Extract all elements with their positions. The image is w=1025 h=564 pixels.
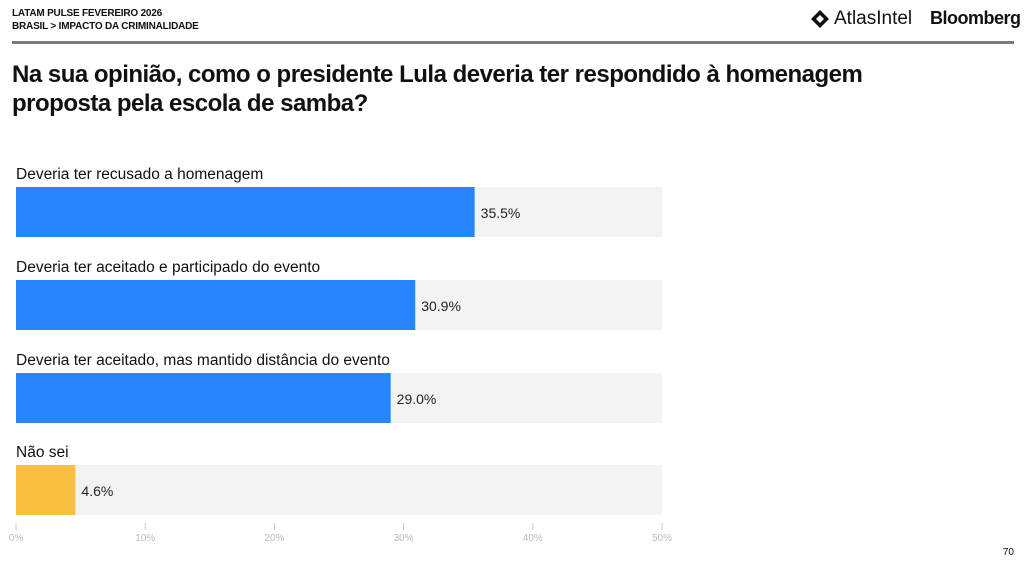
survey-title: LATAM PULSE FEVEREIRO 2026 <box>12 8 163 19</box>
x-tick-label: 50% <box>652 533 672 544</box>
bar <box>16 373 391 423</box>
bar <box>16 187 475 237</box>
category-label: Não sei <box>16 444 69 461</box>
x-tick-label: 10% <box>135 533 155 544</box>
x-tick-label: 0% <box>9 533 24 544</box>
category-label: Deveria ter recusado a homenagem <box>16 166 263 183</box>
data-label: 4.6% <box>81 483 113 499</box>
x-tick-label: 30% <box>394 533 414 544</box>
bar <box>16 465 76 515</box>
atlasintel-diamond-icon <box>811 10 829 28</box>
bloomberg-logo: Bloomberg <box>930 8 1021 28</box>
breadcrumb: BRASIL > IMPACTO DA CRIMINALIDADE <box>12 21 199 32</box>
bar-track <box>16 465 662 515</box>
page-number: 70 <box>1002 547 1014 558</box>
chart-title: Na sua opinião, como o presidente Lula d… <box>12 61 863 117</box>
atlasintel-logo: AtlasIntel <box>810 8 912 30</box>
bar <box>16 280 416 330</box>
data-label: 30.9% <box>421 298 461 314</box>
x-tick-label: 40% <box>523 533 543 544</box>
x-tick-label: 20% <box>264 533 284 544</box>
header-divider <box>12 41 1014 44</box>
category-label: Deveria ter aceitado, mas mantido distân… <box>16 352 390 369</box>
category-label: Deveria ter aceitado e participado do ev… <box>16 259 320 276</box>
atlasintel-logo-text: AtlasIntel <box>834 8 913 29</box>
data-label: 29.0% <box>397 391 437 407</box>
data-label: 35.5% <box>481 205 521 221</box>
